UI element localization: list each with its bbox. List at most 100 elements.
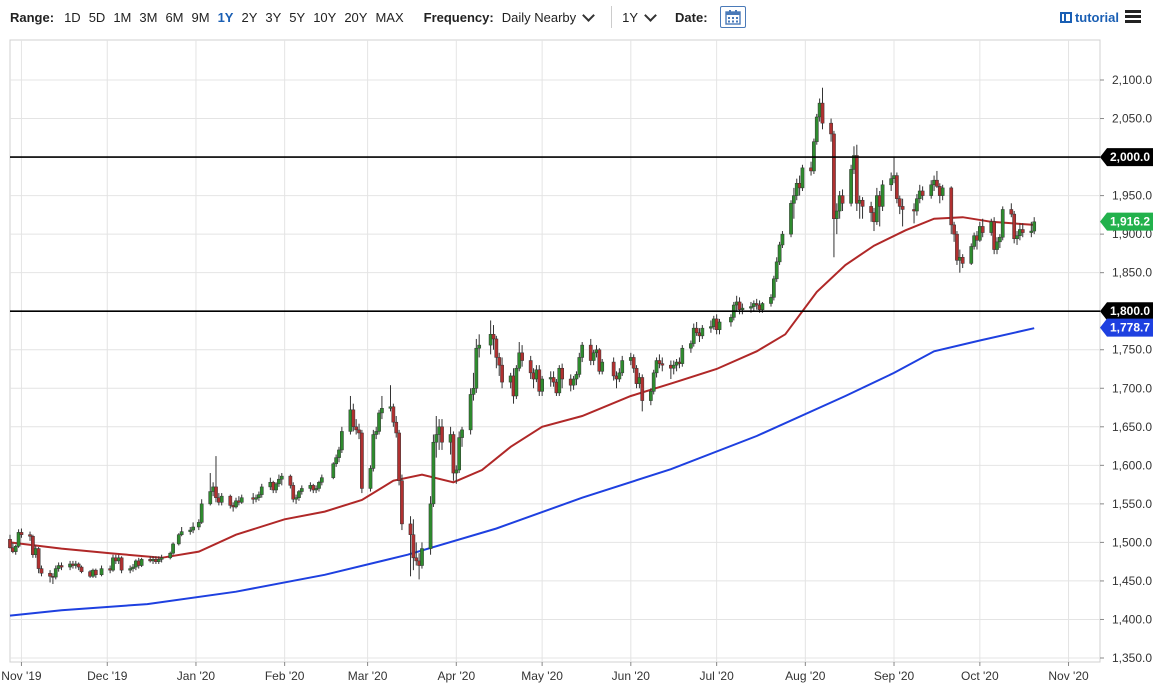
candle-body bbox=[789, 203, 793, 235]
candle-body bbox=[617, 372, 622, 380]
range-button-1m[interactable]: 1M bbox=[113, 9, 132, 25]
hamburger-menu-icon[interactable] bbox=[1125, 10, 1141, 23]
x-tick-label: Dec '19 bbox=[87, 669, 128, 683]
candle-body bbox=[920, 190, 925, 196]
candle-body bbox=[497, 357, 502, 366]
tutorial-label: tutorial bbox=[1074, 10, 1119, 25]
candle-body bbox=[600, 361, 605, 372]
candle-body bbox=[834, 210, 839, 219]
candle-body bbox=[317, 482, 321, 489]
candle-body bbox=[474, 347, 479, 389]
candle-body bbox=[709, 326, 713, 329]
candle-body bbox=[8, 539, 12, 549]
range-button-10y[interactable]: 10Y bbox=[313, 9, 337, 25]
candle-body bbox=[580, 344, 585, 358]
level-1800-tag: 1,800.0 bbox=[1100, 302, 1153, 321]
candle-body bbox=[156, 559, 161, 562]
ma50-line bbox=[9, 216, 1035, 559]
range-button-2y[interactable]: 2Y bbox=[241, 9, 258, 25]
candle-body bbox=[111, 557, 115, 571]
calendar-button[interactable] bbox=[719, 6, 746, 28]
candle-body bbox=[471, 388, 476, 395]
candle-body bbox=[159, 557, 164, 560]
candle-body bbox=[574, 374, 579, 380]
x-tick-label: Aug '20 bbox=[785, 669, 826, 683]
candle-body bbox=[128, 568, 133, 571]
ma200-line bbox=[9, 327, 1035, 617]
candle-body bbox=[377, 412, 381, 432]
candle-body bbox=[214, 486, 218, 498]
candle-body bbox=[319, 477, 324, 483]
candle-body bbox=[520, 352, 524, 361]
candle-body bbox=[829, 122, 833, 135]
y-tick-label: 1,700.0 bbox=[1112, 381, 1152, 395]
candle-body bbox=[960, 257, 965, 264]
candle-body bbox=[935, 179, 939, 187]
y-tick-label: 2,100.0 bbox=[1112, 73, 1152, 87]
candle-body bbox=[297, 491, 301, 498]
chevron-down-icon[interactable] bbox=[582, 8, 596, 22]
range-button-5y[interactable]: 5Y bbox=[289, 9, 306, 25]
level-1800-tag-bg bbox=[1100, 302, 1153, 321]
candle-body bbox=[28, 534, 32, 537]
ma200-last-tag-bg bbox=[1100, 318, 1153, 337]
ma200-last-tag: 1,778.7 bbox=[1100, 318, 1153, 337]
candle-body bbox=[451, 434, 456, 474]
candle-body bbox=[1032, 221, 1037, 232]
candle-body bbox=[648, 391, 653, 401]
candle-body bbox=[420, 548, 424, 566]
candle-body bbox=[900, 206, 905, 210]
x-tick-label: Apr '20 bbox=[437, 669, 475, 683]
candle-body bbox=[1015, 235, 1019, 240]
range-button-3m[interactable]: 3M bbox=[139, 9, 158, 25]
candle-body bbox=[749, 306, 753, 309]
candle-body bbox=[929, 184, 934, 196]
candle-body bbox=[288, 475, 293, 486]
range-button-9m[interactable]: 9M bbox=[191, 9, 210, 25]
candle-body bbox=[769, 297, 773, 304]
y-tick-label: 1,500.0 bbox=[1112, 535, 1152, 549]
chevron-down-icon[interactable] bbox=[644, 8, 657, 22]
tutorial-link[interactable]: tutorial bbox=[1059, 10, 1119, 25]
candle-body bbox=[528, 360, 533, 374]
candle-body bbox=[915, 198, 919, 212]
range-button-5d[interactable]: 5D bbox=[88, 9, 106, 25]
candle-body bbox=[940, 187, 945, 196]
candle-body bbox=[820, 102, 825, 124]
candle-body bbox=[428, 503, 433, 549]
candle-body bbox=[814, 116, 819, 142]
candle-body bbox=[754, 303, 759, 306]
candle-body bbox=[76, 563, 81, 568]
candle-body bbox=[491, 334, 496, 340]
y-tick-label: 2,050.0 bbox=[1112, 112, 1152, 126]
candle-body bbox=[239, 497, 244, 503]
candle-body bbox=[700, 327, 705, 337]
y-tick-label: 1,950.0 bbox=[1112, 189, 1152, 203]
range-button-6m[interactable]: 6M bbox=[165, 9, 184, 25]
last-price-tag-label: 1,916.2 bbox=[1110, 215, 1150, 229]
x-tick-label: Jun '20 bbox=[612, 669, 651, 683]
range-button-1d[interactable]: 1D bbox=[64, 9, 81, 25]
candle-body bbox=[654, 360, 659, 374]
period-dropdown[interactable]: 1Y bbox=[622, 9, 639, 25]
candle-body bbox=[477, 344, 482, 349]
frequency-dropdown[interactable]: Daily Nearby bbox=[501, 9, 577, 25]
range-button-1y[interactable]: 1Y bbox=[217, 9, 234, 25]
candle-body bbox=[234, 500, 238, 508]
range-button-3y[interactable]: 3Y bbox=[265, 9, 282, 25]
candle-body bbox=[131, 566, 135, 569]
candle-body bbox=[634, 367, 639, 384]
candle-body bbox=[191, 526, 195, 531]
x-tick-label: Sep '20 bbox=[874, 669, 915, 683]
range-button-20y[interactable]: 20Y bbox=[344, 9, 368, 25]
candle-body bbox=[514, 367, 519, 397]
candle-body bbox=[196, 522, 201, 528]
candle-body bbox=[1000, 209, 1005, 238]
candle-body bbox=[854, 155, 859, 204]
x-tick-label: Jan '20 bbox=[177, 669, 216, 683]
candle-body bbox=[179, 531, 184, 535]
candle-body bbox=[998, 236, 1002, 243]
range-button-max[interactable]: MAX bbox=[375, 9, 404, 25]
candle-body bbox=[880, 184, 885, 207]
candle-body bbox=[794, 183, 799, 196]
